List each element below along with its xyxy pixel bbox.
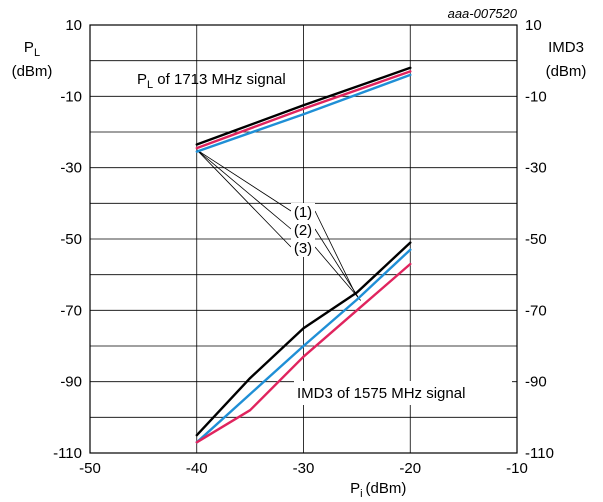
y-tick-label-left: -90 — [60, 374, 82, 391]
tick-labels: -110 -110 -90 -90 -70 -70 -50 -50 -30 -30 -10 -10 10… — [53, 17, 554, 477]
leader-line-imd3-1 — [314, 210, 356, 293]
legend-connectors — [196, 149, 362, 301]
leader-line-pl-3 — [196, 149, 292, 248]
series-line-imd3-2 — [195, 262, 412, 444]
y-axis-right-unit: (dBm) — [546, 63, 587, 80]
y-tick-label-right: -30 — [525, 160, 547, 177]
series-lines — [195, 66, 412, 444]
y-tick-label-right: 10 — [525, 17, 542, 34]
y-axis-left-unit: (dBm) — [12, 63, 53, 80]
y-axis-right-label: IMD3 — [548, 39, 584, 56]
x-tick-label: -10 — [506, 460, 528, 477]
x-axis-label: Pi (dBm) — [350, 480, 406, 500]
y-tick-label-left: -50 — [60, 231, 82, 248]
leader-line-imd3-2 — [314, 228, 359, 297]
y-tick-label-right: -90 — [525, 374, 547, 391]
pl-group-annotation: PL of 1713 MHz signal — [137, 71, 286, 91]
series-line-pl-3 — [195, 73, 412, 153]
x-tick-label: -30 — [293, 460, 315, 477]
leader-line-imd3-3 — [314, 246, 362, 301]
legend-label-3: (3) — [294, 240, 312, 257]
legend-label-background — [291, 203, 315, 257]
y-tick-label-left: -70 — [60, 302, 82, 319]
series-line-pl-2 — [195, 70, 412, 150]
legend-label-2: (2) — [294, 222, 312, 239]
series-line-pl-1 — [195, 66, 412, 146]
y-tick-label-right: -110 — [525, 445, 554, 462]
series-line-imd3-3 — [195, 248, 412, 444]
imd3-annotation-background — [294, 381, 512, 405]
figure-id: aaa-007520 — [448, 6, 518, 21]
y-tick-label-left: -30 — [60, 160, 82, 177]
x-tick-label: -50 — [79, 460, 101, 477]
y-axis-left-label: PL — [24, 39, 40, 59]
series-line-imd3-1 — [195, 241, 412, 437]
y-tick-label-right: -10 — [525, 88, 547, 105]
y-tick-label-left: -10 — [60, 88, 82, 105]
x-tick-label: -20 — [399, 460, 421, 477]
x-tick-label: -40 — [186, 460, 208, 477]
y-tick-label-right: -70 — [525, 302, 547, 319]
imd3-group-annotation: IMD3 of 1575 MHz signal — [297, 385, 465, 402]
leader-line-pl-1 — [196, 149, 292, 212]
y-tick-label-left: 10 — [65, 17, 82, 34]
legend-label-1: (1) — [294, 204, 312, 221]
plot-frame — [89, 24, 518, 454]
y-tick-label-left: -110 — [53, 445, 82, 462]
leader-line-pl-2 — [196, 149, 292, 230]
y-tick-label-right: -50 — [525, 231, 547, 248]
